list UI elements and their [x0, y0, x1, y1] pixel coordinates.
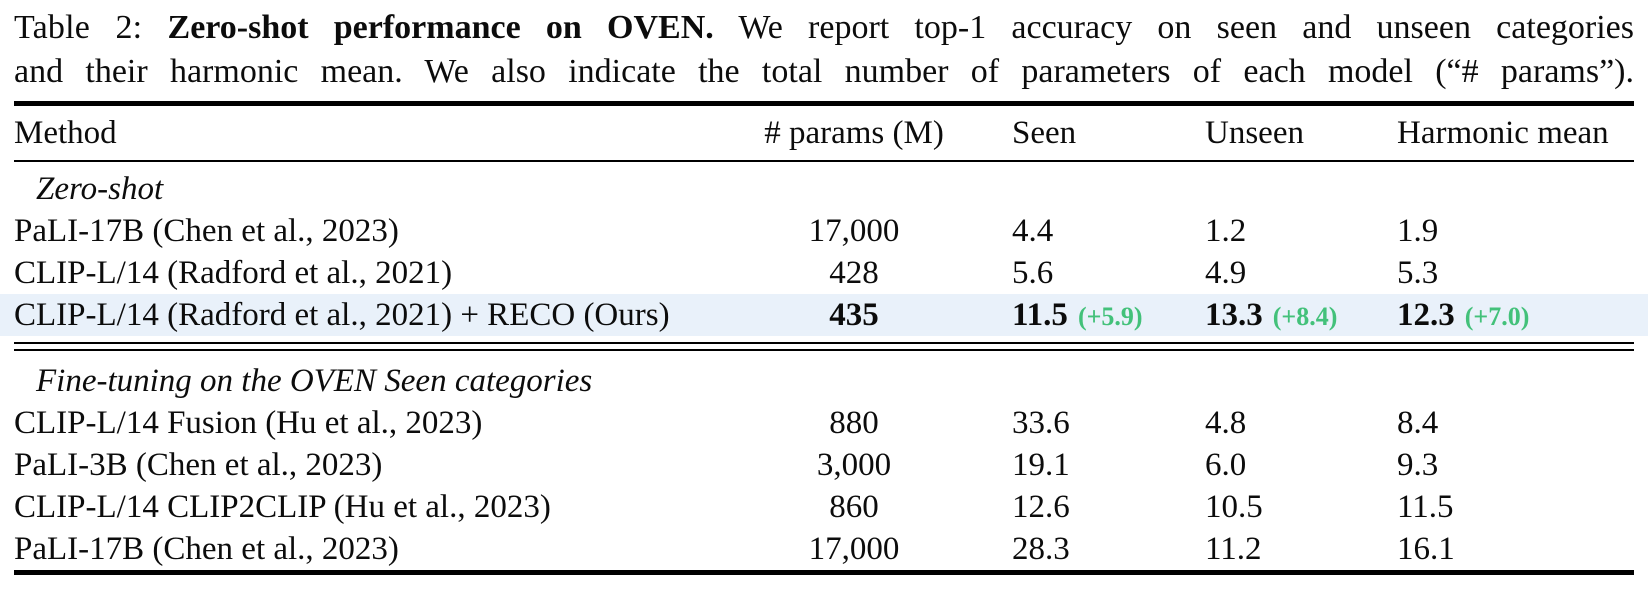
delta-badge: (+8.4) — [1272, 301, 1338, 331]
harmonic-mean-cell-value: 8.4 — [1397, 404, 1439, 441]
caption-text-line1: We report top-1 accuracy on seen and uns… — [738, 9, 1634, 46]
unseen-cell: 4.9 — [1205, 255, 1397, 292]
seen-cell: 33.6 — [1012, 405, 1205, 442]
section-divider — [14, 342, 1634, 351]
delta-badge: (+5.9) — [1077, 301, 1143, 331]
harmonic-mean-cell: 1.9 — [1397, 213, 1634, 250]
harmonic-mean-cell-value: 12.3 — [1397, 296, 1455, 333]
params-cell-value: 3,000 — [816, 446, 892, 483]
table-row: PaLI-3B (Chen et al., 2023) 3,000 19.1 6.0 9… — [0, 444, 1648, 486]
params-cell: 860 — [696, 489, 1012, 526]
harmonic-mean-cell-value: 11.5 — [1397, 488, 1454, 525]
unseen-cell-value: 10.5 — [1205, 488, 1263, 525]
caption-bold-title: Zero-shot performance on OVEN. — [167, 9, 714, 46]
harmonic-mean-cell: 9.3 — [1397, 447, 1634, 484]
params-cell: 3,000 — [696, 447, 1012, 484]
section-heading: Fine-tuning on the OVEN Seen categories — [36, 362, 593, 399]
seen-cell-value: 28.3 — [1012, 530, 1070, 567]
harmonic-mean-cell: 16.1 — [1397, 531, 1634, 568]
table-row: CLIP-L/14 CLIP2CLIP (Hu et al., 2023) 860… — [0, 486, 1648, 528]
delta-badge: (+7.0) — [1464, 301, 1530, 331]
seen-cell-value: 4.4 — [1012, 212, 1054, 249]
unseen-cell-value: 11.2 — [1205, 530, 1262, 567]
unseen-cell-value: 4.8 — [1205, 404, 1247, 441]
harmonic-mean-cell: 11.5 — [1397, 489, 1634, 526]
table-row: CLIP-L/14 (Radford et al., 2021) 428 5.6 4.… — [0, 252, 1648, 294]
unseen-cell: 4.8 — [1205, 405, 1397, 442]
bottom-rule — [14, 570, 1634, 575]
seen-cell: 19.1 — [1012, 447, 1205, 484]
caption-line-2: and their harmonic mean. We also indicat… — [14, 53, 1634, 90]
params-cell: 17,000 — [696, 213, 1012, 250]
column-header-method: Method — [14, 114, 117, 151]
seen-cell: 11.5 (+5.9) — [1012, 297, 1205, 334]
unseen-cell-value: 6.0 — [1205, 446, 1247, 483]
table-caption: Table 2: Zero-shot performance on OVEN. … — [14, 6, 1634, 94]
seen-cell-value: 5.6 — [1012, 254, 1054, 291]
params-cell-value: 17,000 — [808, 530, 900, 567]
unseen-cell: 10.5 — [1205, 489, 1397, 526]
seen-cell: 12.6 — [1012, 489, 1205, 526]
harmonic-mean-cell: 5.3 — [1397, 255, 1634, 292]
method-cell: PaLI-3B (Chen et al., 2023) — [14, 446, 383, 483]
params-cell-value: 880 — [829, 404, 879, 441]
seen-cell: 5.6 — [1012, 255, 1205, 292]
params-cell: 17,000 — [696, 531, 1012, 568]
table-row: PaLI-17B (Chen et al., 2023) 17,000 4.4 1.2… — [0, 210, 1648, 252]
table-number-label: Table 2: — [14, 9, 143, 46]
unseen-cell: 6.0 — [1205, 447, 1397, 484]
method-cell: CLIP-L/14 (Radford et al., 2021) + RECO … — [14, 296, 670, 333]
params-cell-value: 428 — [829, 254, 879, 291]
seen-cell-value: 12.6 — [1012, 488, 1070, 525]
unseen-cell-value: 1.2 — [1205, 212, 1247, 249]
method-cell: PaLI-17B (Chen et al., 2023) — [14, 530, 399, 567]
seen-cell: 4.4 — [1012, 213, 1205, 250]
table-row: PaLI-17B (Chen et al., 2023) 17,000 28.3 11… — [0, 528, 1648, 570]
params-cell: 880 — [696, 405, 1012, 442]
method-cell: CLIP-L/14 Fusion (Hu et al., 2023) — [14, 404, 483, 441]
seen-cell-value: 33.6 — [1012, 404, 1070, 441]
unseen-cell: 1.2 — [1205, 213, 1397, 250]
table-body: Zero-shot PaLI-17B (Chen et al., 2023) 17,… — [0, 162, 1648, 570]
harmonic-mean-cell-value: 5.3 — [1397, 254, 1439, 291]
table-header-row: Method # params (M) Seen Unseen Harmonic… — [0, 106, 1648, 160]
table-row: CLIP-L/14 Fusion (Hu et al., 2023) 880 33.… — [0, 402, 1648, 444]
column-header-seen: Seen — [1012, 114, 1077, 151]
section-heading: Zero-shot — [36, 170, 164, 207]
header-rule — [14, 160, 1634, 162]
params-cell-value: 860 — [829, 488, 879, 525]
unseen-cell-value: 4.9 — [1205, 254, 1247, 291]
unseen-cell: 11.2 — [1205, 531, 1397, 568]
table-row: CLIP-L/14 (Radford et al., 2021) + RECO … — [0, 294, 1648, 336]
params-cell-value: 17,000 — [808, 212, 900, 249]
unseen-cell-value: 13.3 — [1205, 296, 1263, 333]
harmonic-mean-cell-value: 16.1 — [1397, 530, 1455, 567]
method-cell: CLIP-L/14 (Radford et al., 2021) — [14, 254, 453, 291]
method-cell: PaLI-17B (Chen et al., 2023) — [14, 212, 399, 249]
seen-cell-value: 11.5 — [1012, 296, 1068, 333]
params-cell-value: 435 — [829, 296, 879, 333]
harmonic-mean-cell-value: 9.3 — [1397, 446, 1439, 483]
seen-cell: 28.3 — [1012, 531, 1205, 568]
unseen-cell: 13.3 (+8.4) — [1205, 297, 1397, 334]
params-cell: 428 — [696, 255, 1012, 292]
seen-cell-value: 19.1 — [1012, 446, 1070, 483]
harmonic-mean-cell: 12.3 (+7.0) — [1397, 297, 1634, 334]
method-cell: CLIP-L/14 CLIP2CLIP (Hu et al., 2023) — [14, 488, 551, 525]
caption-line-1: Table 2: Zero-shot performance on OVEN. … — [14, 6, 1634, 50]
params-cell: 435 — [696, 297, 1012, 334]
harmonic-mean-cell: 8.4 — [1397, 405, 1634, 442]
harmonic-mean-cell-value: 1.9 — [1397, 212, 1439, 249]
column-header-unseen: Unseen — [1205, 114, 1304, 151]
column-header-params: # params (M) — [764, 114, 944, 151]
column-header-harmonic-mean: Harmonic mean — [1397, 114, 1609, 151]
top-rule — [14, 101, 1634, 106]
